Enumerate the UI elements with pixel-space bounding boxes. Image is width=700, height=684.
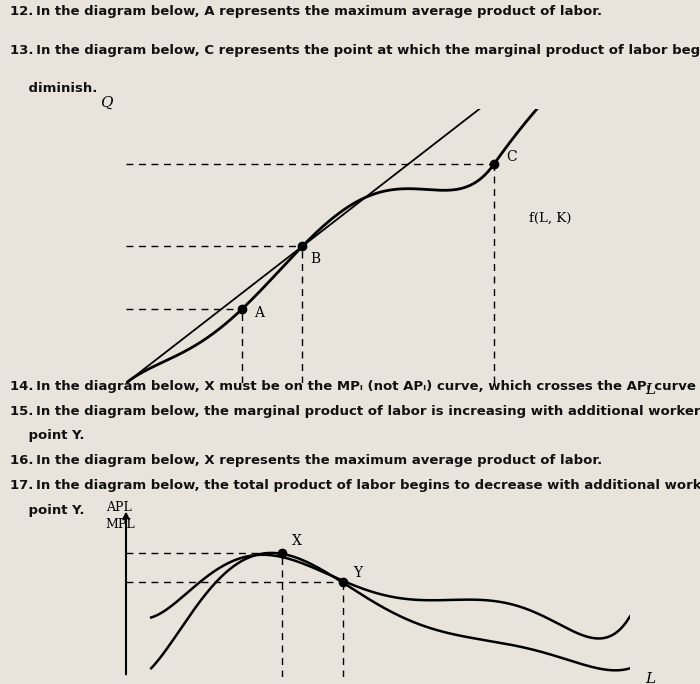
Text: C: C <box>507 150 517 164</box>
Text: diminish.: diminish. <box>10 82 98 95</box>
Text: point Y.: point Y. <box>10 503 85 516</box>
Text: 14. In the diagram below, X must be on the MPₗ (not APₗ) curve, which crosses th: 14. In the diagram below, X must be on t… <box>10 380 700 393</box>
Text: Q: Q <box>99 96 112 109</box>
Text: 12. In the diagram below, A represents the maximum average product of labor.: 12. In the diagram below, A represents t… <box>10 5 603 18</box>
Text: L: L <box>645 383 655 397</box>
Text: 17. In the diagram below, the total product of labor begins to decrease with add: 17. In the diagram below, the total prod… <box>10 479 700 492</box>
Text: 13. In the diagram below, C represents the point at which the marginal product o: 13. In the diagram below, C represents t… <box>10 44 700 57</box>
Text: point Y.: point Y. <box>10 430 85 443</box>
Text: APL: APL <box>106 501 132 514</box>
Text: X: X <box>293 534 302 549</box>
Text: Y: Y <box>353 566 362 580</box>
Text: A: A <box>255 306 265 320</box>
Text: 15. In the diagram below, the marginal product of labor is increasing with addit: 15. In the diagram below, the marginal p… <box>10 405 700 418</box>
Text: 16. In the diagram below, X represents the maximum average product of labor.: 16. In the diagram below, X represents t… <box>10 454 603 467</box>
Text: L: L <box>645 672 655 684</box>
Text: f(L, K): f(L, K) <box>529 211 572 224</box>
Text: MPL: MPL <box>106 518 136 531</box>
Text: B: B <box>310 252 320 265</box>
